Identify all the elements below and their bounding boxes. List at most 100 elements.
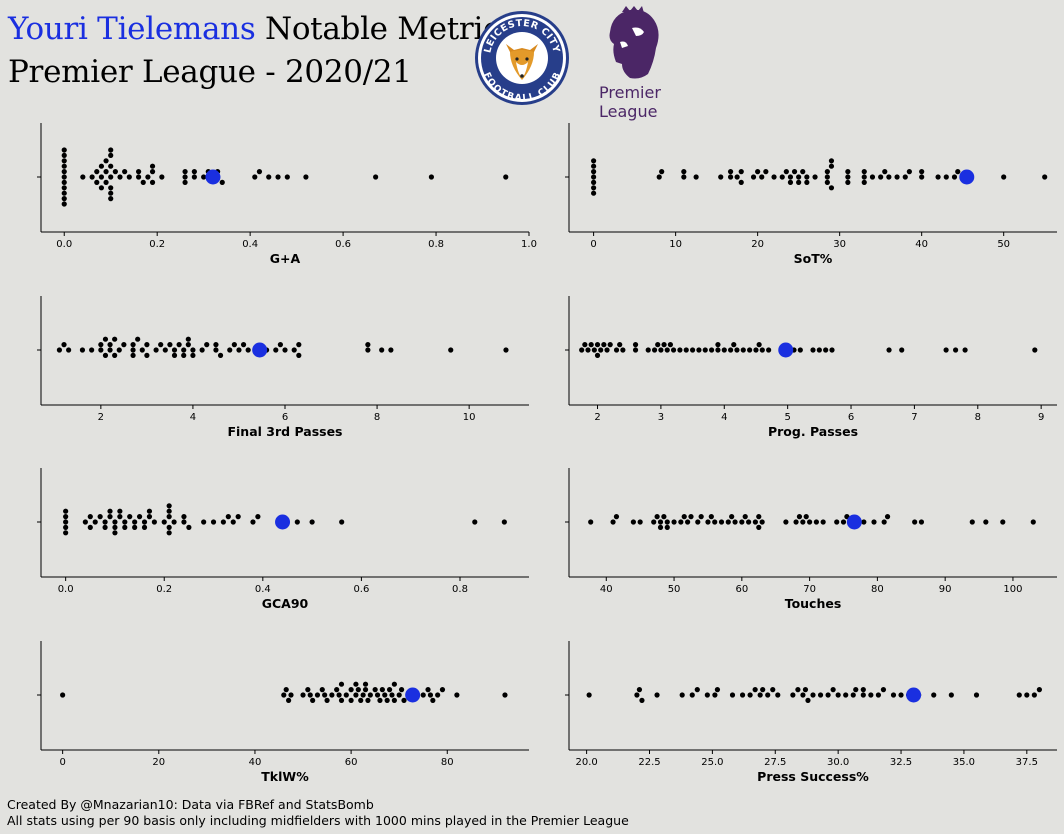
data-point: [158, 342, 164, 348]
x-tick-label: 27.5: [764, 757, 786, 768]
data-point: [108, 163, 114, 169]
data-point: [613, 514, 620, 520]
highlight-point: [405, 687, 421, 703]
data-point: [828, 163, 835, 169]
data-point: [756, 514, 762, 520]
data-point: [294, 519, 300, 525]
data-point: [102, 336, 109, 342]
data-point: [388, 347, 394, 353]
data-point: [591, 169, 597, 175]
swarm-panel: 0.0 0.2 0.4 0.6 0.8 GCA90: [37, 468, 529, 611]
data-point: [718, 519, 725, 525]
x-tick-label: 50: [668, 584, 681, 595]
data-point: [121, 342, 127, 348]
data-point: [116, 347, 122, 353]
data-point: [886, 174, 892, 180]
data-point: [759, 347, 765, 353]
data-point: [430, 697, 436, 704]
x-tick-label: 4: [190, 412, 196, 423]
data-point: [199, 347, 205, 353]
data-point: [807, 519, 813, 525]
data-point: [804, 174, 810, 180]
data-point: [579, 347, 585, 353]
data-point: [734, 347, 740, 353]
data-point: [739, 519, 745, 525]
data-point: [122, 519, 128, 525]
data-point: [161, 519, 167, 525]
data-point: [800, 692, 806, 698]
data-point: [191, 174, 197, 180]
data-point: [144, 342, 150, 348]
x-axis-label: SoT%: [794, 251, 833, 266]
x-tick-label: 32.5: [890, 757, 912, 768]
data-point: [853, 687, 859, 693]
data-point: [379, 347, 385, 353]
x-axis-label: G+A: [270, 251, 301, 266]
data-point: [598, 347, 604, 353]
data-point: [1001, 174, 1007, 180]
swarm-panel: 2 3 4 5 6 7 8 9 Prog. Passes: [565, 296, 1057, 439]
x-tick-label: 0.2: [156, 584, 172, 595]
data-point: [898, 692, 904, 698]
data-point: [181, 519, 187, 525]
data-point: [779, 174, 785, 180]
data-point: [89, 174, 95, 180]
swarm-panel: 0 10 20 30 40 50 SoT%: [565, 123, 1057, 266]
data-point: [704, 692, 710, 698]
data-point: [141, 524, 148, 531]
premier-league-logo: Premier League: [599, 6, 661, 121]
data-point: [667, 342, 674, 348]
title-block: Youri Tielemans Notable Metrics Premier …: [8, 8, 516, 94]
data-point: [503, 347, 509, 353]
data-point: [94, 169, 100, 175]
data-point: [339, 519, 345, 525]
data-point: [108, 174, 114, 180]
x-tick-label: 80: [871, 584, 884, 595]
data-point: [190, 347, 196, 353]
data-point: [256, 169, 263, 175]
data-point: [791, 169, 798, 175]
data-point: [1024, 692, 1030, 698]
data-point: [671, 519, 677, 525]
data-point: [151, 519, 157, 525]
data-point: [740, 347, 746, 353]
data-point: [731, 342, 737, 348]
data-point: [245, 347, 251, 353]
data-point: [162, 347, 168, 353]
x-tick-label: 80: [441, 757, 454, 768]
methodology-note: All stats using per 90 basis only includ…: [7, 813, 629, 828]
x-tick-label: 90: [939, 584, 952, 595]
data-point: [765, 692, 771, 698]
data-point: [943, 347, 949, 353]
x-tick-label: 22.5: [638, 757, 660, 768]
data-point: [98, 347, 104, 353]
data-point: [796, 174, 802, 180]
x-tick-label: 35.0: [953, 757, 975, 768]
data-point: [845, 174, 851, 180]
x-tick-label: 0.4: [242, 239, 258, 250]
x-tick-label: 0: [590, 239, 596, 250]
data-point: [353, 692, 359, 698]
data-point: [112, 524, 118, 531]
data-point: [919, 169, 925, 175]
data-point: [373, 174, 379, 180]
data-point: [813, 519, 819, 525]
data-point: [201, 519, 207, 525]
data-point: [601, 342, 607, 348]
data-point: [112, 169, 118, 175]
data-point: [796, 179, 802, 185]
x-tick-label: 60: [735, 584, 748, 595]
data-point: [305, 687, 311, 693]
data-point: [727, 174, 734, 180]
x-tick-label: 5: [784, 412, 790, 423]
data-point: [273, 347, 279, 353]
data-point: [718, 174, 724, 180]
data-point: [1032, 347, 1038, 353]
data-point: [108, 190, 114, 196]
data-point: [664, 347, 670, 353]
data-point: [201, 174, 207, 180]
data-point: [1042, 174, 1048, 180]
data-point: [343, 692, 349, 698]
data-point: [755, 169, 761, 175]
data-point: [651, 519, 657, 525]
